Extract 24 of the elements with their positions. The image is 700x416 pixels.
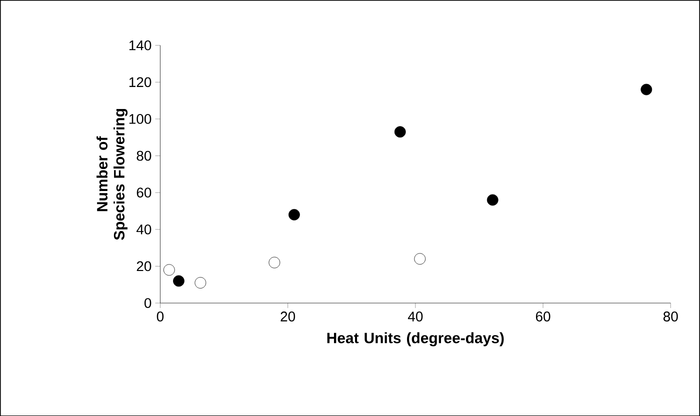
y-tick-label: 20 xyxy=(136,261,152,272)
point xyxy=(268,256,280,268)
point xyxy=(640,84,652,96)
x-tick-label: 0 xyxy=(156,311,164,322)
point xyxy=(288,208,300,220)
y-tick-label: 0 xyxy=(144,298,152,308)
x-tick-label: 20 xyxy=(280,311,296,322)
x-tick-label: 60 xyxy=(536,311,550,322)
x-tick-label: 40 xyxy=(408,311,423,322)
point xyxy=(194,276,206,288)
y-tick-label: 80 xyxy=(136,150,152,161)
point xyxy=(173,275,184,286)
y-tick-label: 100 xyxy=(129,114,152,124)
point xyxy=(163,264,175,276)
point xyxy=(394,126,406,138)
y-tick-label: 120 xyxy=(129,77,152,87)
point xyxy=(486,194,498,206)
y-axis-title: Number of Species Flowering xyxy=(96,108,128,240)
x-tick-label: 80 xyxy=(663,311,678,322)
x-axis-title: Heat Units (degree-days) xyxy=(327,332,504,346)
y-tick-label: 60 xyxy=(136,187,152,198)
point xyxy=(414,253,426,264)
y-tick-label: 140 xyxy=(129,40,152,50)
y-tick-label: 40 xyxy=(136,224,152,234)
